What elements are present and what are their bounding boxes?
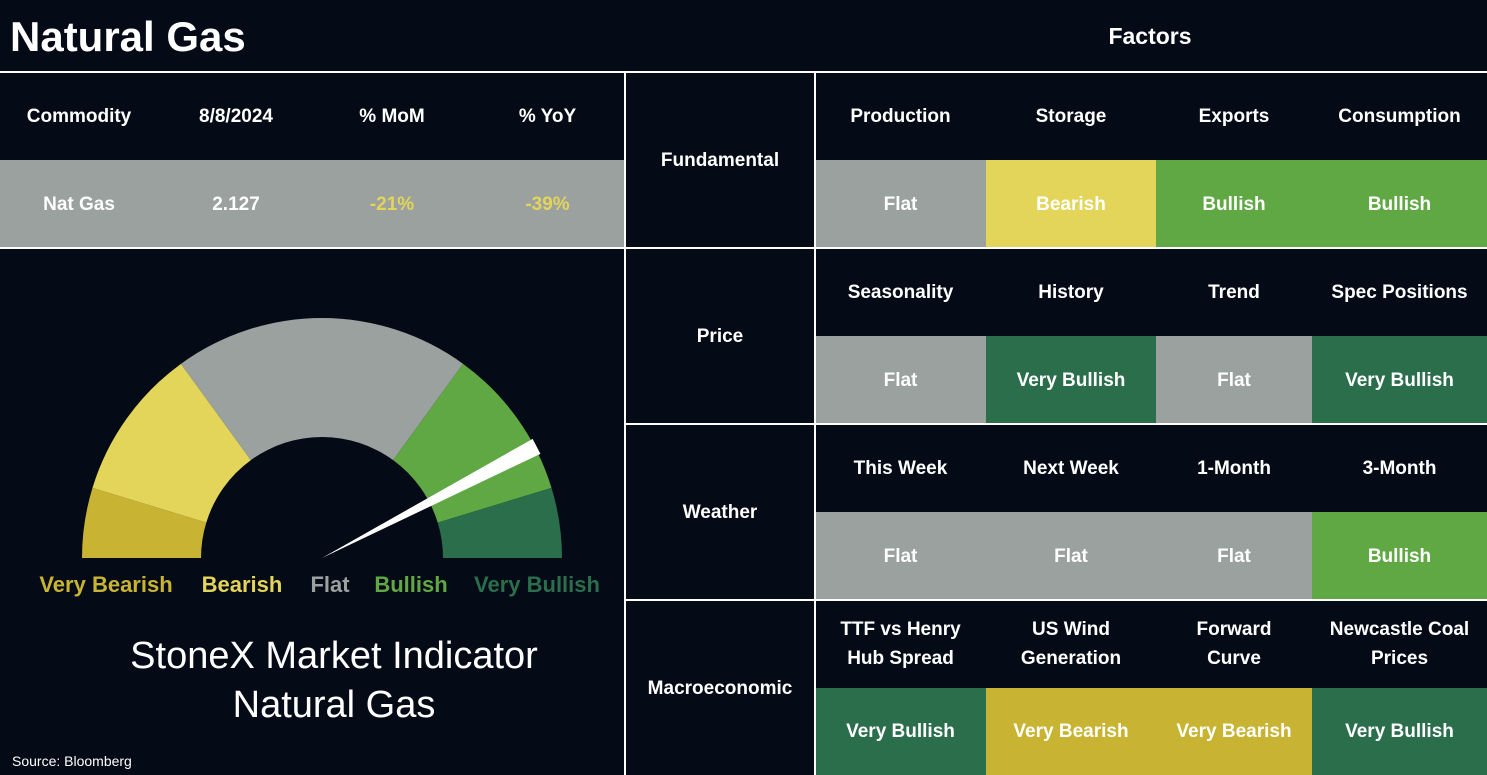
factor-rating: Very Bullish — [1312, 688, 1487, 775]
factor-header: 3-Month — [1362, 457, 1437, 479]
factor-rating: Very Bearish — [1156, 688, 1312, 775]
factor-header: Production — [850, 105, 951, 127]
summary-value: Nat Gas — [0, 160, 158, 248]
factor-header: Next Week — [1023, 457, 1119, 479]
factor-rating: Very Bullish — [815, 688, 986, 775]
factor-header: 1-Month — [1197, 457, 1271, 479]
factor-rating: Bullish — [1312, 160, 1487, 248]
factor-header: Storage — [1035, 105, 1107, 127]
gauge-caption: Natural Gas — [233, 684, 436, 726]
divider — [624, 72, 626, 775]
divider — [625, 423, 1487, 425]
source-note: Source: Bloomberg — [12, 752, 132, 769]
summary-header: % YoY — [518, 105, 577, 127]
factor-rating: Flat — [815, 160, 986, 248]
factor-rating: Flat — [1156, 512, 1312, 600]
factor-rating: Bearish — [986, 160, 1156, 248]
gauge-segment — [82, 487, 207, 558]
summary-value: -39% — [470, 160, 625, 248]
factor-group: Macroeconomic — [647, 677, 793, 699]
divider — [814, 72, 816, 775]
factor-rating: Flat — [815, 512, 986, 600]
factor-rating: Flat — [986, 512, 1156, 600]
factor-header: Seasonality — [847, 281, 954, 303]
factor-group: Weather — [682, 501, 758, 523]
factors-title: Factors — [1108, 22, 1192, 49]
divider — [0, 247, 625, 249]
gauge-segment — [92, 363, 251, 523]
divider — [625, 599, 1487, 601]
factor-rating: Flat — [815, 336, 986, 424]
gauge-needle — [322, 438, 541, 558]
page-title: Natural Gas — [10, 12, 246, 60]
factor-header: US Wind Generation — [1020, 619, 1122, 669]
factor-group: Fundamental — [660, 149, 780, 171]
factor-group: Price — [696, 325, 744, 347]
factor-header: Newcastle Coal Prices — [1329, 619, 1470, 669]
gauge-segment — [180, 318, 464, 461]
factor-rating: Bullish — [1312, 512, 1487, 600]
factor-rating: Flat — [1156, 336, 1312, 424]
factor-header: Spec Positions — [1331, 281, 1468, 303]
factor-rating: Very Bullish — [986, 336, 1156, 424]
gauge-caption: StoneX Market Indicator — [130, 635, 538, 677]
gauge: Very Bearish Bearish Flat Bullish Very Bulli… — [39, 318, 600, 726]
factor-header: History — [1038, 281, 1104, 303]
gauge-segment — [393, 363, 552, 523]
gauge-legend-label: Very Bullish — [474, 572, 600, 597]
factor-rating: Very Bullish — [1312, 336, 1487, 424]
factor-rating: Very Bearish — [986, 688, 1156, 775]
summary-value: -21% — [314, 160, 470, 248]
factor-header: Exports — [1198, 105, 1270, 127]
summary-header: 8/8/2024 — [199, 105, 273, 127]
summary-value: 2.127 — [158, 160, 314, 248]
factor-header: Forward Curve — [1196, 619, 1272, 669]
factor-header: Trend — [1208, 281, 1260, 303]
divider — [625, 247, 1487, 249]
factor-header: TTF vs Henry Hub Spread — [840, 619, 961, 669]
gauge-legend-label: Bearish — [202, 572, 283, 597]
gauge-segment — [437, 487, 562, 558]
gauge-legend-label: Bullish — [374, 572, 447, 597]
factor-header: This Week — [853, 457, 948, 479]
summary-header: % MoM — [359, 105, 425, 127]
gauge-legend-label: Flat — [310, 572, 350, 597]
summary-header: Commodity — [26, 105, 132, 127]
divider — [0, 71, 1487, 73]
factor-rating: Bullish — [1156, 160, 1312, 248]
factor-header: Consumption — [1338, 105, 1461, 127]
gauge-legend-label: Very Bearish — [39, 572, 172, 597]
